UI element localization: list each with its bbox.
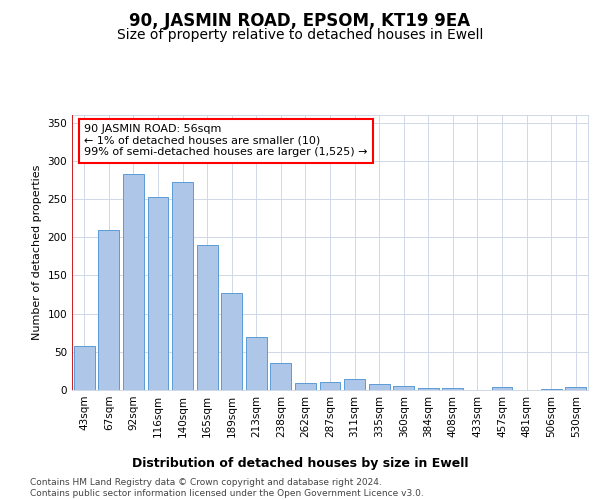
Text: 90 JASMIN ROAD: 56sqm
← 1% of detached houses are smaller (10)
99% of semi-detac: 90 JASMIN ROAD: 56sqm ← 1% of detached h… bbox=[84, 124, 368, 158]
Bar bbox=[491, 387, 512, 390]
Y-axis label: Number of detached properties: Number of detached properties bbox=[32, 165, 42, 340]
Bar bbox=[221, 293, 242, 390]
Bar bbox=[541, 389, 562, 390]
Bar bbox=[74, 346, 95, 390]
Bar bbox=[98, 230, 119, 390]
Bar bbox=[246, 336, 267, 390]
Bar bbox=[172, 182, 193, 390]
Bar bbox=[344, 380, 365, 390]
Bar bbox=[197, 245, 218, 390]
Text: Contains HM Land Registry data © Crown copyright and database right 2024.
Contai: Contains HM Land Registry data © Crown c… bbox=[30, 478, 424, 498]
Bar bbox=[295, 383, 316, 390]
Bar bbox=[271, 362, 292, 390]
Bar bbox=[320, 382, 340, 390]
Text: Size of property relative to detached houses in Ewell: Size of property relative to detached ho… bbox=[117, 28, 483, 42]
Bar bbox=[148, 196, 169, 390]
Text: 90, JASMIN ROAD, EPSOM, KT19 9EA: 90, JASMIN ROAD, EPSOM, KT19 9EA bbox=[130, 12, 470, 30]
Text: Distribution of detached houses by size in Ewell: Distribution of detached houses by size … bbox=[132, 458, 468, 470]
Bar bbox=[368, 384, 389, 390]
Bar bbox=[123, 174, 144, 390]
Bar bbox=[565, 387, 586, 390]
Bar bbox=[393, 386, 414, 390]
Bar bbox=[442, 388, 463, 390]
Bar bbox=[418, 388, 439, 390]
